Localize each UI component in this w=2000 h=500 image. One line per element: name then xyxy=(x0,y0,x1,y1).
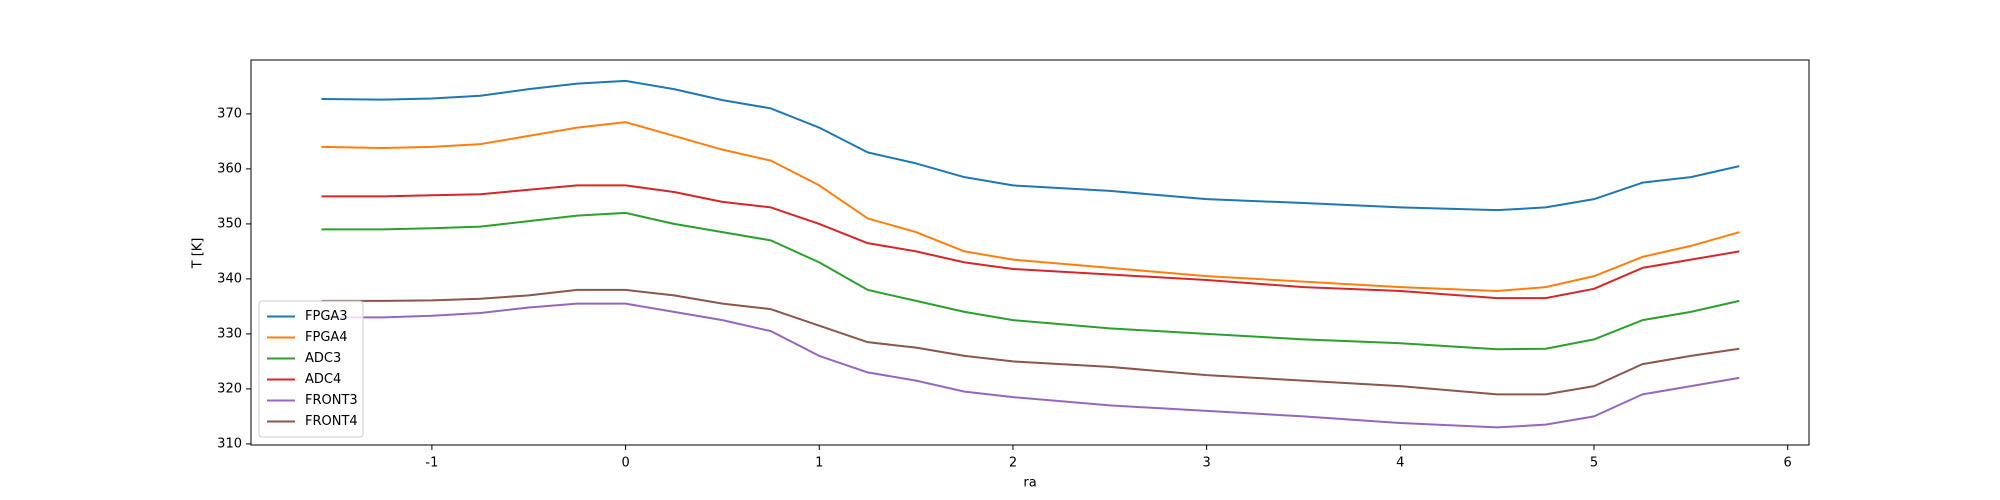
x-tick-label: 2 xyxy=(1009,456,1017,471)
y-tick-label: 360 xyxy=(217,161,242,176)
y-tick-label: 350 xyxy=(217,216,242,231)
x-tick-label: -1 xyxy=(425,456,438,471)
y-axis-label: T [K] xyxy=(191,238,206,270)
series-line xyxy=(321,184,1740,300)
plot-frame xyxy=(250,59,1810,446)
legend-label: ADC3 xyxy=(305,351,341,366)
series-line xyxy=(321,121,1740,292)
x-tick-label: 5 xyxy=(1590,456,1598,471)
legend-label: FRONT3 xyxy=(305,393,358,408)
y-tick-label: 310 xyxy=(217,436,242,451)
legend-box xyxy=(258,300,364,438)
y-tick-label: 340 xyxy=(217,271,242,286)
legend-label: ADC4 xyxy=(305,372,341,387)
x-axis-label: ra xyxy=(1023,476,1036,491)
y-tick-label: 330 xyxy=(217,326,242,341)
series-line xyxy=(321,302,1740,429)
x-tick-label: 1 xyxy=(815,456,823,471)
x-tick-label: 3 xyxy=(1202,456,1210,471)
series-line xyxy=(321,79,1740,212)
legend-label: FPGA3 xyxy=(305,309,348,324)
legend-label: FPGA4 xyxy=(305,330,348,345)
y-tick-label: 320 xyxy=(217,381,242,396)
series-line xyxy=(321,288,1740,396)
x-tick-label: 4 xyxy=(1396,456,1404,471)
x-tick-label: 0 xyxy=(621,456,629,471)
series-line xyxy=(321,211,1740,351)
legend-label: FRONT4 xyxy=(305,414,358,429)
legend: FPGA3 FPGA4 ADC3 ADC4 FRONT3 FRONT4 xyxy=(258,300,364,438)
x-tick-label: 6 xyxy=(1784,456,1792,471)
y-tick-label: 370 xyxy=(217,106,242,121)
